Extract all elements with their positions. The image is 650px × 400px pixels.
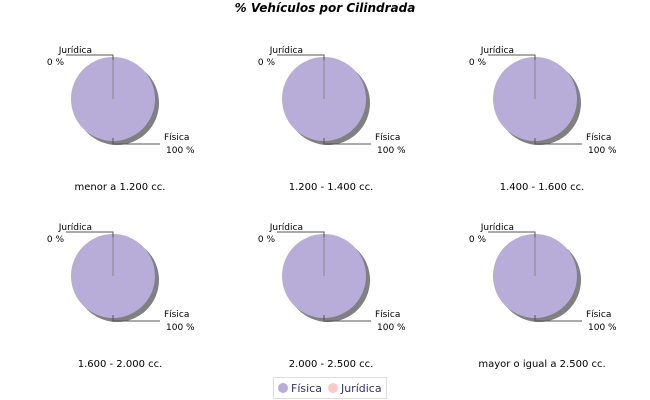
leader-line-fisica	[323, 315, 371, 322]
leader-line-juridica	[488, 54, 536, 60]
legend-item-juridica: Jurídica	[327, 381, 382, 395]
slice-name-juridica: Jurídica	[269, 223, 303, 233]
pie-category-label: mayor o igual a 2.500 cc.	[478, 359, 605, 370]
slice-value-juridica: 0 %	[258, 58, 276, 68]
slice-value-juridica: 0 %	[258, 235, 276, 245]
slice-value-juridica: 0 %	[469, 58, 487, 68]
legend-item-fisica: Física	[278, 382, 322, 395]
leader-line-juridica	[66, 54, 114, 60]
pie-category-label: menor a 1.200 cc.	[75, 182, 166, 193]
slice-name-juridica: Jurídica	[58, 223, 92, 233]
leader-line-fisica	[534, 315, 582, 322]
slice-value-fisica: 100 %	[166, 323, 195, 333]
pie-category-label: 2.000 - 2.500 cc.	[289, 359, 374, 370]
slice-name-fisica: Física	[586, 310, 611, 320]
leader-line-juridica	[277, 54, 325, 60]
leader-line-fisica	[534, 138, 582, 145]
slice-name-fisica: Física	[375, 310, 400, 320]
slice-value-fisica: 100 %	[588, 323, 617, 333]
pie-category-label: 1.200 - 1.400 cc.	[289, 182, 374, 193]
leader-line-juridica	[66, 231, 114, 237]
slice-name-juridica: Jurídica	[58, 46, 92, 56]
slice-name-fisica: Física	[164, 133, 189, 143]
slice-name-fisica: Física	[164, 310, 189, 320]
chart-title: % Vehículos por Cilindrada	[234, 1, 416, 15]
slice-value-fisica: 100 %	[377, 323, 406, 333]
slice-name-fisica: Física	[375, 133, 400, 143]
slice-name-fisica: Física	[586, 133, 611, 143]
leader-line-fisica	[112, 315, 160, 322]
slice-value-juridica: 0 %	[47, 235, 65, 245]
slice-name-juridica: Jurídica	[480, 223, 514, 233]
leader-line-juridica	[488, 231, 536, 237]
legend: Física Jurídica	[273, 377, 387, 399]
leader-line-juridica	[277, 231, 325, 237]
legend-swatch-juridica	[327, 382, 338, 393]
leader-line-fisica	[112, 138, 160, 145]
legend-label-fisica: Física	[291, 381, 322, 395]
leader-line-fisica	[323, 138, 371, 145]
legend-swatch-fisica	[278, 382, 288, 393]
legend-label-juridica: Jurídica	[340, 381, 382, 395]
slice-value-juridica: 0 %	[47, 58, 65, 68]
pie-category-label: 1.400 - 1.600 cc.	[500, 182, 585, 193]
slice-value-fisica: 100 %	[588, 146, 617, 156]
slice-value-juridica: 0 %	[469, 235, 487, 245]
slice-value-fisica: 100 %	[377, 146, 406, 156]
slice-value-fisica: 100 %	[166, 146, 195, 156]
pie-category-label: 1.600 - 2.000 cc.	[78, 359, 163, 370]
slice-name-juridica: Jurídica	[269, 46, 303, 56]
slice-name-juridica: Jurídica	[480, 46, 514, 56]
